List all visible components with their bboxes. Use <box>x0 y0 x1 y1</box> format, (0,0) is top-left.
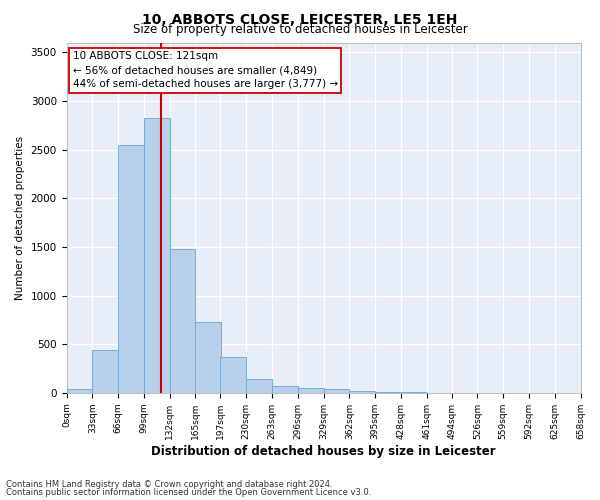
Bar <box>92 350 118 393</box>
X-axis label: Distribution of detached houses by size in Leicester: Distribution of detached houses by size … <box>151 444 496 458</box>
Text: 10, ABBOTS CLOSE, LEICESTER, LE5 1EH: 10, ABBOTS CLOSE, LEICESTER, LE5 1EH <box>142 12 458 26</box>
Bar <box>323 390 349 393</box>
Text: 10 ABBOTS CLOSE: 121sqm
← 56% of detached houses are smaller (4,849)
44% of semi: 10 ABBOTS CLOSE: 121sqm ← 56% of detache… <box>73 52 338 90</box>
Bar <box>196 322 221 393</box>
Bar <box>349 391 375 393</box>
Text: Size of property relative to detached houses in Leicester: Size of property relative to detached ho… <box>133 24 467 36</box>
Bar <box>67 389 92 393</box>
Bar <box>246 378 272 393</box>
Text: Contains HM Land Registry data © Crown copyright and database right 2024.: Contains HM Land Registry data © Crown c… <box>6 480 332 489</box>
Y-axis label: Number of detached properties: Number of detached properties <box>15 136 25 300</box>
Bar <box>118 144 144 393</box>
Bar <box>144 118 170 393</box>
Bar <box>272 386 298 393</box>
Bar <box>170 249 196 393</box>
Bar <box>298 388 323 393</box>
Text: Contains public sector information licensed under the Open Government Licence v3: Contains public sector information licen… <box>6 488 371 497</box>
Bar <box>375 392 401 393</box>
Bar <box>220 357 246 393</box>
